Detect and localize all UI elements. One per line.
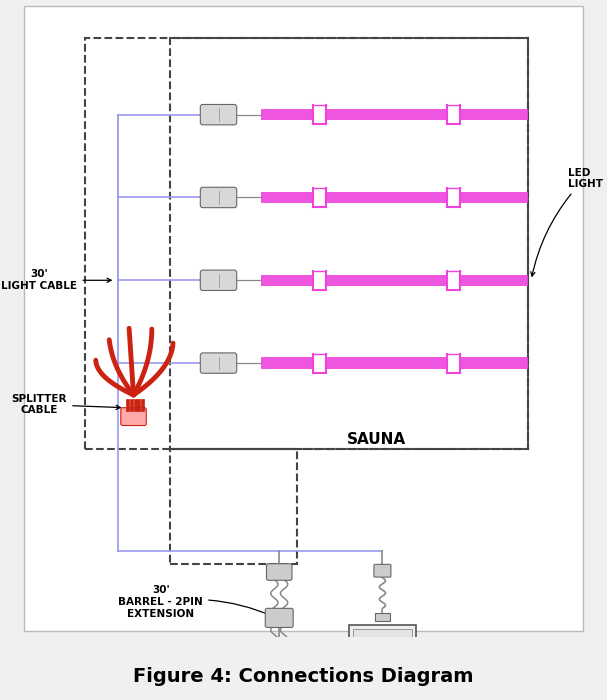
Text: DIMMER
SWITCH: DIMMER SWITCH: [0, 699, 1, 700]
FancyBboxPatch shape: [265, 608, 293, 627]
Bar: [447, 354, 460, 374]
Bar: [85, 38, 528, 449]
FancyBboxPatch shape: [200, 188, 237, 208]
FancyBboxPatch shape: [268, 643, 291, 659]
Bar: [130, 400, 133, 411]
Bar: [447, 271, 460, 291]
Bar: [313, 271, 327, 291]
Bar: [261, 358, 528, 369]
Bar: [261, 192, 528, 203]
Text: SAUNA: SAUNA: [347, 432, 406, 447]
FancyBboxPatch shape: [200, 104, 237, 125]
Bar: [141, 400, 144, 411]
Bar: [349, 625, 416, 671]
FancyBboxPatch shape: [373, 681, 392, 692]
FancyBboxPatch shape: [374, 564, 391, 577]
Bar: [170, 449, 297, 564]
Bar: [137, 400, 140, 411]
Text: 30'
LIGHT CABLE: 30' LIGHT CABLE: [1, 270, 111, 291]
Bar: [261, 274, 528, 286]
Text: Figure 4: Connections Diagram: Figure 4: Connections Diagram: [134, 667, 473, 686]
Bar: [126, 400, 129, 411]
FancyBboxPatch shape: [121, 407, 146, 426]
Bar: [353, 629, 412, 667]
Text: 30'
BARREL - 2PIN
EXTENSION: 30' BARREL - 2PIN EXTENSION: [118, 585, 273, 619]
Bar: [261, 109, 528, 120]
Text: LED
LIGHT: LED LIGHT: [531, 167, 603, 276]
Text: SPLITTER
CABLE: SPLITTER CABLE: [12, 393, 120, 415]
FancyBboxPatch shape: [200, 353, 237, 373]
FancyBboxPatch shape: [200, 270, 237, 290]
Bar: [134, 400, 137, 411]
FancyBboxPatch shape: [266, 564, 292, 580]
Bar: [313, 188, 327, 209]
Bar: [375, 613, 390, 621]
Bar: [313, 354, 327, 374]
Bar: [447, 188, 460, 209]
Bar: [313, 105, 327, 125]
Text: POWER
SUPPLY: POWER SUPPLY: [0, 699, 1, 700]
Bar: [447, 105, 460, 125]
Bar: [170, 38, 528, 449]
